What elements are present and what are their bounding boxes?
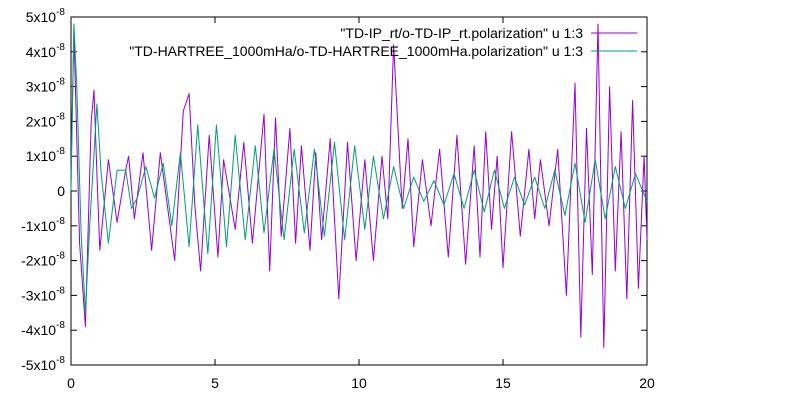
y-tick-exponent: -8 — [56, 111, 65, 122]
y-tick-label: -2x10-8 — [21, 251, 65, 269]
series-lines — [70, 23, 648, 349]
y-tick-mantissa: -1x10 — [21, 218, 56, 234]
y-tick-label: 3x10-8 — [26, 77, 66, 95]
y-tick-exponent: -8 — [56, 146, 65, 157]
y-tick-mantissa: -2x10 — [21, 253, 56, 269]
y-tick-label: -1x10-8 — [21, 216, 65, 234]
y-tick-exponent: -8 — [56, 77, 65, 88]
y-tick-mantissa: 2x10 — [26, 113, 57, 129]
y-tick-mantissa: 0 — [57, 183, 65, 199]
y-tick-label: 0 — [57, 183, 65, 199]
legend: "TD-IP_rt/o-TD-IP_rt.polarization" u 1:3… — [129, 25, 637, 59]
y-tick-label: -5x10-8 — [21, 355, 65, 373]
axis-tick-labels: 0 5 10 15 20-5x10-8-4x10-8-3x10-8-2x10-8-1x1… — [21, 7, 655, 391]
y-tick-mantissa: 4x10 — [26, 44, 57, 60]
y-tick-exponent: -8 — [56, 320, 65, 331]
y-tick-label: -4x10-8 — [21, 320, 65, 338]
y-tick-exponent: -8 — [56, 251, 65, 262]
legend-label-1: "TD-IP_rt/o-TD-IP_rt.polarization" u 1:3 — [340, 25, 583, 41]
y-tick-mantissa: 3x10 — [26, 79, 57, 95]
y-tick-label: 1x10-8 — [26, 146, 66, 164]
y-tick-mantissa: 5x10 — [26, 9, 57, 25]
axis-ticks — [70, 16, 648, 366]
y-tick-exponent: -8 — [56, 285, 65, 296]
x-tick-label: 20 — [639, 375, 655, 391]
x-tick-label: 15 — [495, 375, 511, 391]
legend-label-2: "TD-HARTREE_1000mHa/o-TD-HARTREE_1000mHa… — [129, 43, 583, 59]
y-tick-label: -3x10-8 — [21, 285, 65, 303]
y-tick-exponent: -8 — [56, 355, 65, 366]
y-tick-mantissa: -3x10 — [21, 287, 56, 303]
series-line-2 — [70, 23, 648, 314]
y-tick-label: 4x10-8 — [26, 42, 66, 60]
y-tick-mantissa: 1x10 — [26, 148, 57, 164]
x-tick-label: 10 — [351, 375, 367, 391]
y-tick-exponent: -8 — [56, 216, 65, 227]
x-tick-label: 5 — [211, 375, 219, 391]
y-tick-label: 2x10-8 — [26, 111, 66, 129]
y-tick-mantissa: -4x10 — [21, 322, 56, 338]
y-tick-exponent: -8 — [56, 7, 65, 18]
y-tick-label: 5x10-8 — [26, 7, 66, 25]
y-tick-mantissa: -5x10 — [21, 357, 56, 373]
y-tick-exponent: -8 — [56, 42, 65, 53]
series-line-1 — [70, 23, 648, 349]
x-tick-label: 0 — [67, 375, 75, 391]
